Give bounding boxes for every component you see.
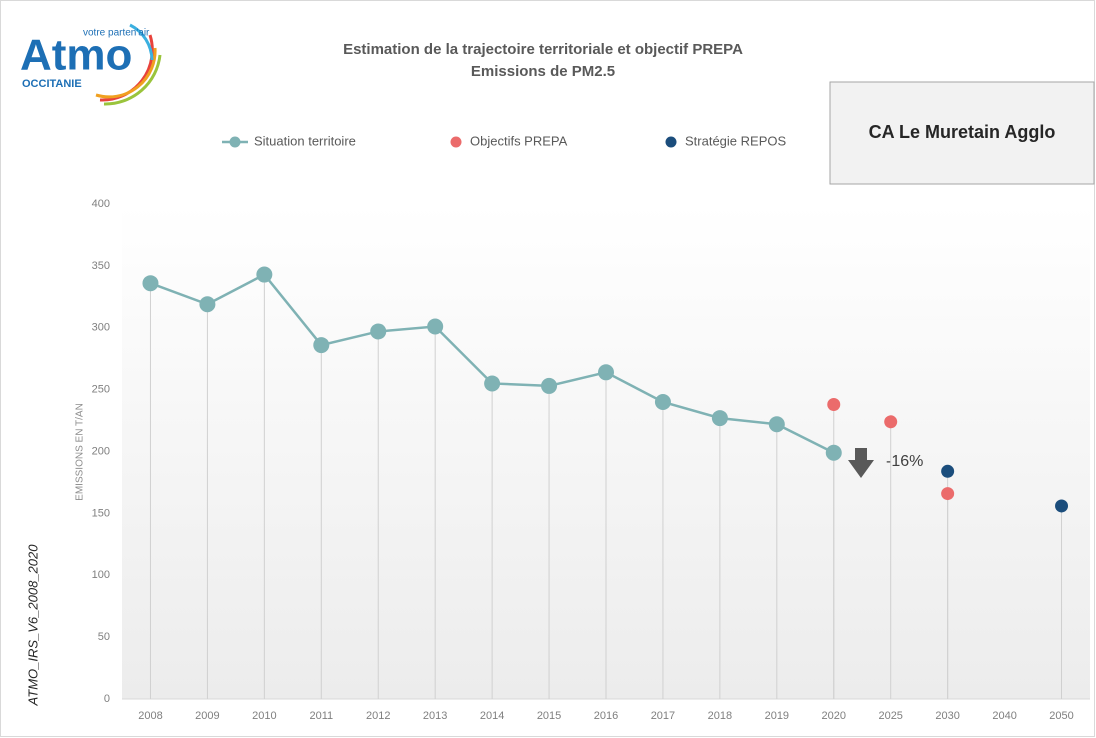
data-point xyxy=(1055,499,1069,513)
chart-title: Estimation de la trajectoire territorial… xyxy=(343,41,743,58)
x-tick-label: 2018 xyxy=(708,710,732,722)
y-tick-label: 100 xyxy=(92,569,110,581)
territory-box xyxy=(829,81,1095,185)
y-tick-label: 50 xyxy=(98,631,110,643)
x-tick-label: 2016 xyxy=(594,710,618,722)
logo-tagline: votre parten'air xyxy=(83,28,150,39)
territory-name: CA Le Muretain Agglo xyxy=(869,122,1056,142)
y-axis-label: EMISSIONS EN T/AN xyxy=(75,403,86,501)
data-point xyxy=(142,275,159,292)
data-point xyxy=(654,394,671,410)
data-point xyxy=(199,296,216,313)
legend-label: Situation territoire xyxy=(254,133,356,148)
data-point xyxy=(884,415,898,429)
x-tick-label: 2040 xyxy=(992,710,1016,722)
data-point xyxy=(541,377,558,394)
x-tick-label: 2009 xyxy=(195,710,219,722)
y-tick-label: 0 xyxy=(104,693,110,705)
data-point xyxy=(370,323,387,340)
x-tick-label: 2012 xyxy=(366,710,390,722)
logo: votre parten'air Atmo OCCITANIE xyxy=(20,23,162,106)
x-tick-label: 2015 xyxy=(537,710,561,722)
data-point xyxy=(256,266,273,283)
data-point xyxy=(427,318,444,335)
data-point xyxy=(941,464,955,478)
y-tick-label: 250 xyxy=(92,384,110,396)
y-tick-label: 200 xyxy=(92,445,110,457)
data-point xyxy=(598,364,614,381)
annotation: -16% xyxy=(886,453,923,470)
data-point xyxy=(711,410,728,427)
side-note: ATMO_IRS_V6_2008_2020 xyxy=(25,544,40,707)
x-tick-label: 2030 xyxy=(935,710,959,722)
legend-marker xyxy=(665,136,677,148)
legend-label: Stratégie REPOS xyxy=(685,133,786,148)
legend-label: Objectifs PREPA xyxy=(470,133,568,148)
x-tick-label: 2050 xyxy=(1049,710,1073,722)
legend-marker xyxy=(450,136,462,148)
x-tick-label: 2025 xyxy=(878,710,902,722)
chart-subtitle: Emissions de PM2.5 xyxy=(471,63,615,80)
y-tick-label: 150 xyxy=(92,507,110,519)
data-point xyxy=(827,397,841,411)
x-tick-label: 2013 xyxy=(423,710,447,722)
x-tick-label: 2020 xyxy=(822,710,846,722)
decrease-arrow xyxy=(848,448,874,478)
data-point xyxy=(484,375,501,392)
x-tick-label: 2017 xyxy=(651,710,675,722)
y-tick-label: 350 xyxy=(92,260,110,272)
x-tick-label: 2008 xyxy=(138,710,162,722)
x-tick-label: 2010 xyxy=(252,710,276,722)
data-point xyxy=(313,337,330,354)
data-point xyxy=(768,416,785,433)
logo-region: OCCITANIE xyxy=(22,78,82,90)
y-tick-label: 300 xyxy=(92,322,110,334)
data-point xyxy=(825,444,842,461)
x-tick-label: 2019 xyxy=(765,710,789,722)
y-tick-label: 400 xyxy=(92,198,110,210)
x-tick-label: 2014 xyxy=(480,710,504,722)
logo-name: Atmo xyxy=(20,31,132,80)
legend-marker xyxy=(229,136,241,148)
x-tick-label: 2011 xyxy=(309,710,333,722)
data-point xyxy=(941,487,955,501)
